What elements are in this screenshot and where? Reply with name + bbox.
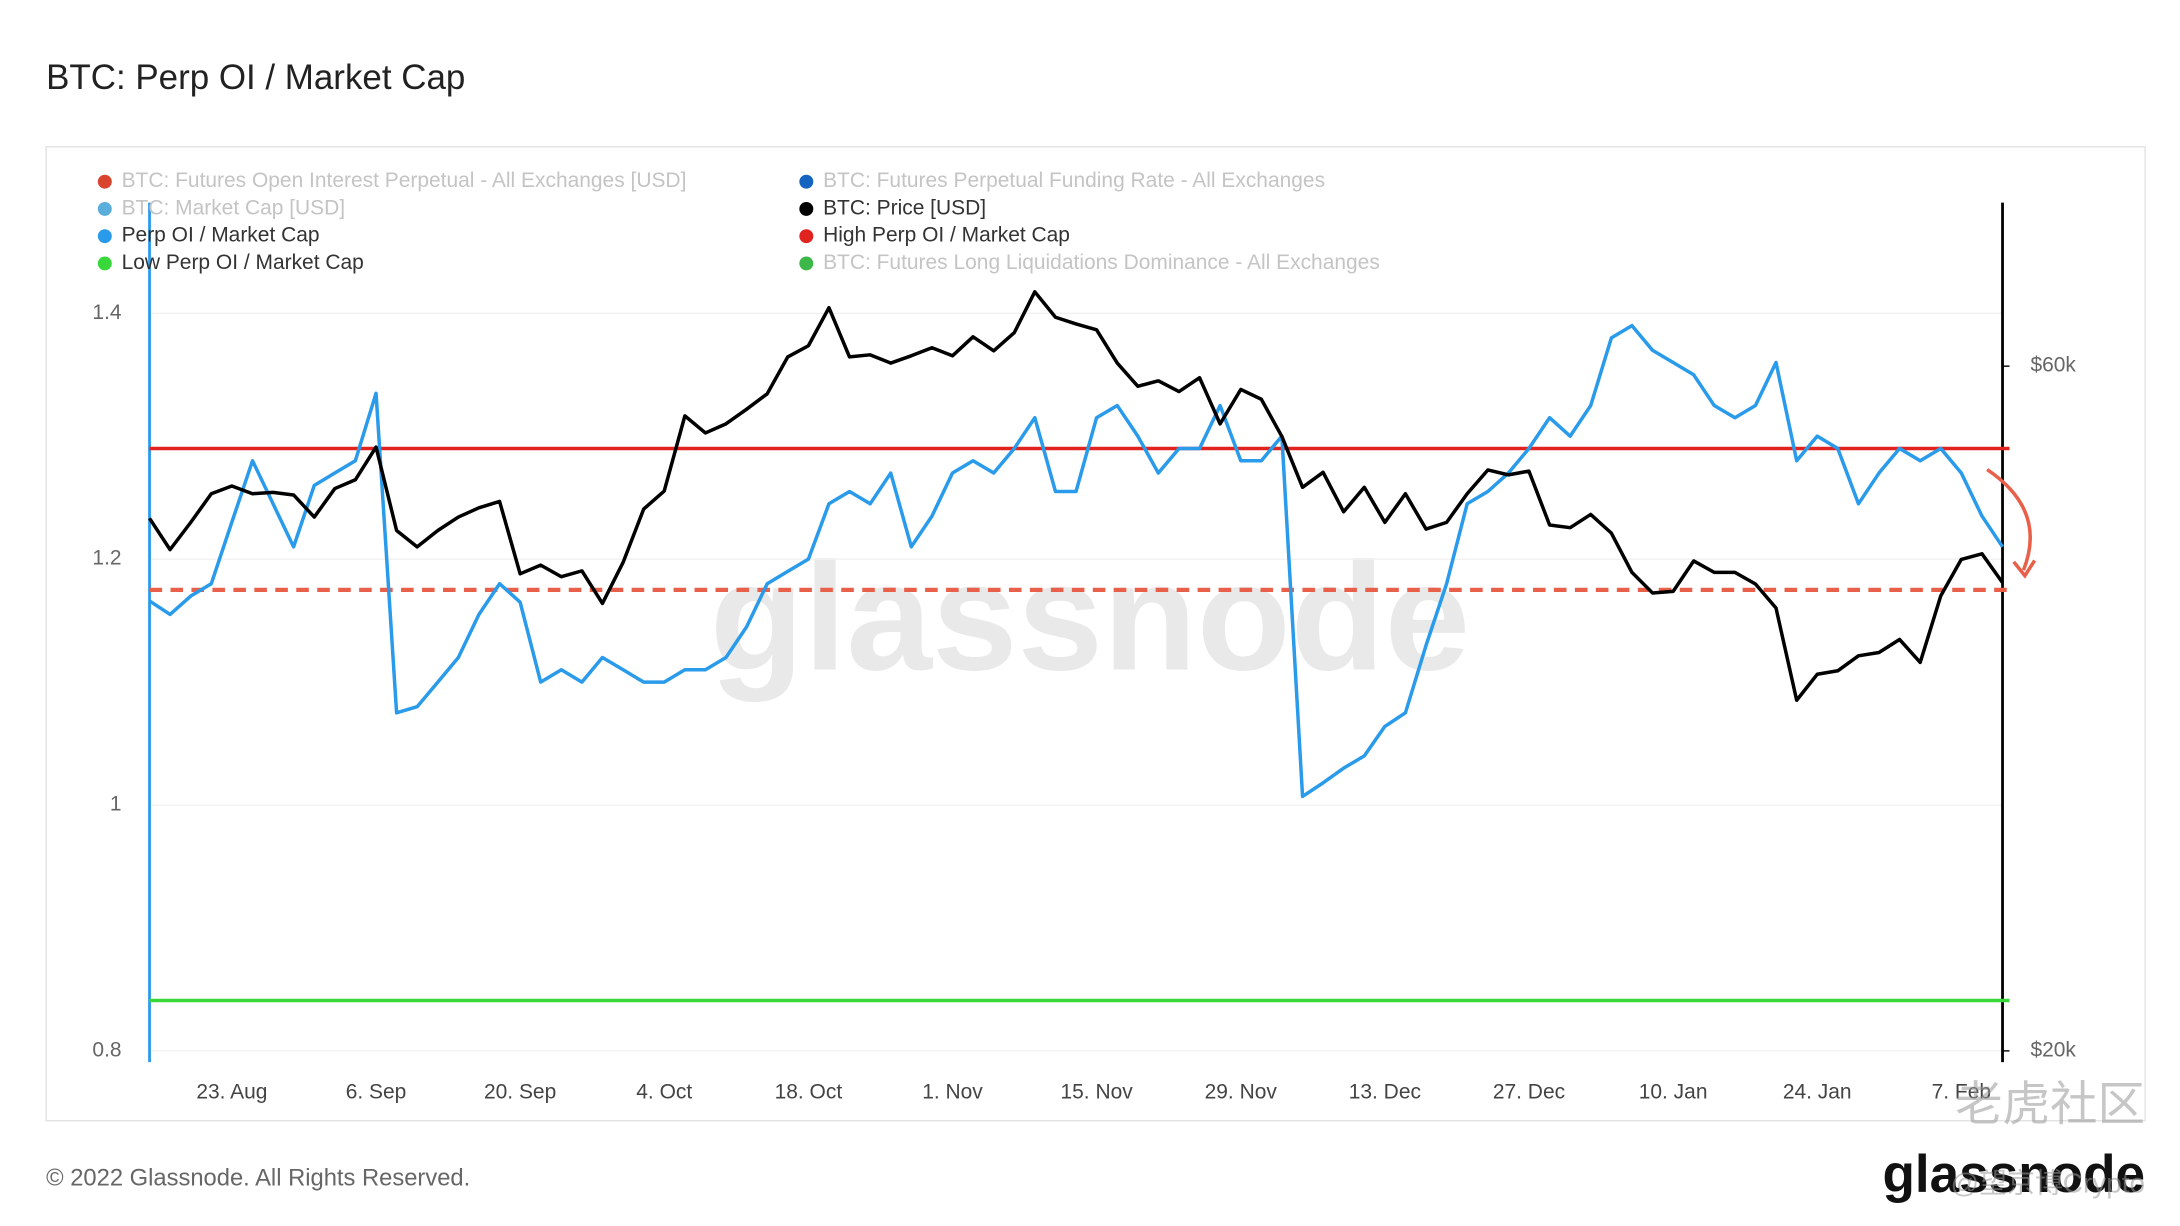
annotation-arrowhead xyxy=(2012,559,2037,579)
x-tick-label: 13. Dec xyxy=(1349,1080,1421,1103)
overlay-watermark: 老虎社区 xyxy=(1955,1079,2145,1132)
legend-label: Low Perp OI / Market Cap xyxy=(122,251,364,274)
x-tick-label: 4. Oct xyxy=(636,1080,692,1103)
legend-marker xyxy=(97,229,112,244)
brand-logo: glassnode xyxy=(1882,1145,2145,1204)
x-tick-label: 29. Nov xyxy=(1205,1080,1278,1103)
x-tick-label: 10. Jan xyxy=(1639,1080,1708,1103)
legend-label: High Perp OI / Market Cap xyxy=(823,224,1070,247)
x-tick-label: 18. Oct xyxy=(775,1080,843,1103)
legend-marker xyxy=(799,201,814,216)
x-tick-label: 20. Sep xyxy=(484,1080,556,1103)
series-line xyxy=(148,323,2004,799)
plot: 0.8 1 1.2 1.4 $20k $60k 23. Aug 6. Sep 20. Sep 4.… xyxy=(92,169,2076,1103)
legend-marker xyxy=(97,256,112,271)
x-tick-label: 15. Nov xyxy=(1061,1080,1134,1103)
legend-label: BTC: Market Cap [USD] xyxy=(122,196,346,219)
x-tick-label: 6. Sep xyxy=(346,1080,407,1103)
y-tick-label: 1.2 xyxy=(92,547,121,570)
chart-title: BTC: Perp OI / Market Cap xyxy=(46,58,465,97)
overlay-watermark: @望京博Crypto xyxy=(1951,1167,2145,1198)
y-tick-label: 0.8 xyxy=(92,1038,121,1061)
watermark: glassnode xyxy=(710,530,1470,702)
legend-marker xyxy=(97,174,112,189)
legend-marker xyxy=(799,174,814,189)
y-tick-label: 1 xyxy=(110,793,122,816)
legend-label: BTC: Futures Long Liquidations Dominance… xyxy=(823,251,1380,274)
annotation-arrow xyxy=(1986,468,2032,571)
y2-tick-label: $20k xyxy=(2030,1038,2076,1061)
x-tick-label: 24. Jan xyxy=(1783,1080,1852,1103)
series-line xyxy=(148,290,2004,703)
legend-label: BTC: Price [USD] xyxy=(823,196,986,219)
x-tick-label: 27. Dec xyxy=(1493,1080,1565,1103)
legend-label: Perp OI / Market Cap xyxy=(122,224,320,247)
x-tick-label: 23. Aug xyxy=(196,1080,267,1103)
legend-label: BTC: Futures Perpetual Funding Rate - Al… xyxy=(823,169,1325,192)
legend-marker xyxy=(97,201,112,216)
y-tick-label: 1.4 xyxy=(92,301,121,324)
footer: © 2022 Glassnode. All Rights Reserved. xyxy=(46,1165,470,1192)
y2-tick-label: $60k xyxy=(2030,354,2076,377)
legend-marker xyxy=(799,256,814,271)
legend-label: BTC: Futures Open Interest Perpetual - A… xyxy=(122,169,687,192)
plot-frame xyxy=(45,146,2146,1122)
x-tick-label: 7. Feb xyxy=(1932,1080,1991,1103)
x-tick-label: 1. Nov xyxy=(922,1080,983,1103)
legend-marker xyxy=(799,229,814,244)
